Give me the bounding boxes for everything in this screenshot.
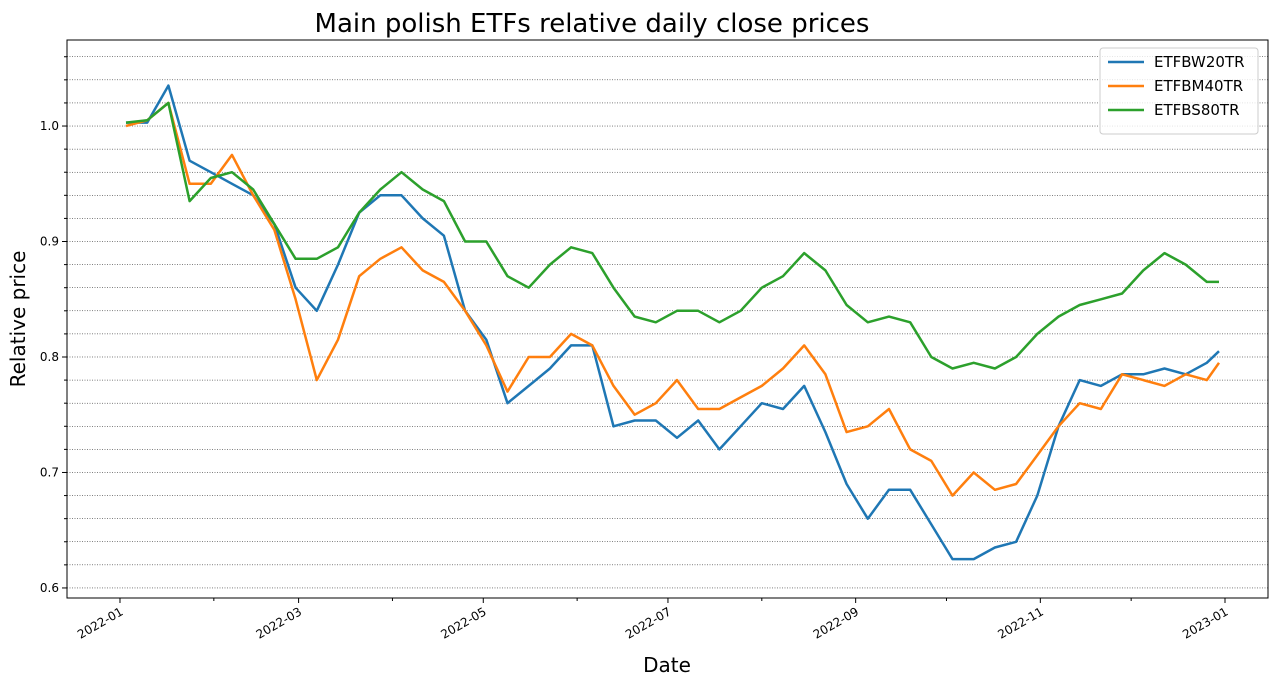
x-tick-label: 2022-09 [811, 604, 861, 641]
series-line [125, 101, 1221, 497]
plot-frame [66, 39, 1269, 599]
y-tick-label: 0.8 [40, 350, 59, 364]
x-tick-label: 2023-01 [1180, 604, 1230, 641]
series-line [126, 84, 1220, 561]
x-axis-label: Date [643, 653, 691, 677]
x-tick-label: 2022-05 [438, 604, 488, 641]
x-tick-label: 2022-03 [254, 604, 304, 641]
legend-label: ETFBS80TR [1154, 101, 1240, 119]
y-tick-label: 0.9 [40, 235, 59, 249]
legend-box [1099, 47, 1259, 135]
legend: ETFBW20TR ETFBM40TR ETFBS80TR [1099, 47, 1259, 135]
legend-label: ETFBM40TR [1154, 77, 1243, 95]
chart-title: Main polish ETFs relative daily close pr… [315, 9, 870, 39]
x-tick-label: 2022-01 [75, 604, 125, 641]
x-tick-label: 2022-07 [623, 604, 673, 641]
legend-label: ETFBW20TR [1154, 53, 1245, 71]
y-tick-label: 0.6 [40, 581, 59, 595]
x-tick-label: 2022-11 [995, 604, 1045, 641]
series-line [125, 101, 1219, 370]
y-axis-label: Relative price [6, 251, 30, 388]
y-tick-label: 0.7 [40, 465, 59, 479]
y-tick-label: 1.0 [40, 119, 59, 133]
